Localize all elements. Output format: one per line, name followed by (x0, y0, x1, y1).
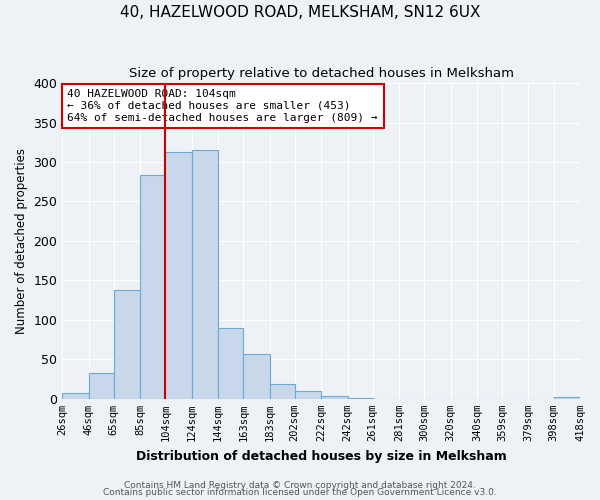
Bar (218, 328, 243, 399)
Bar (140, 176, 166, 399)
Y-axis label: Number of detached properties: Number of detached properties (15, 148, 28, 334)
Title: Size of property relative to detached houses in Melksham: Size of property relative to detached ho… (128, 68, 514, 80)
Bar (269, 384, 295, 399)
Bar (192, 150, 218, 399)
Bar (114, 290, 140, 399)
Text: Contains HM Land Registry data © Crown copyright and database right 2024.: Contains HM Land Registry data © Crown c… (124, 480, 476, 490)
Bar (89, 373, 114, 399)
Bar (295, 391, 321, 399)
X-axis label: Distribution of detached houses by size in Melksham: Distribution of detached houses by size … (136, 450, 506, 462)
Bar (321, 396, 347, 399)
Text: 40, HAZELWOOD ROAD, MELKSHAM, SN12 6UX: 40, HAZELWOOD ROAD, MELKSHAM, SN12 6UX (120, 5, 480, 20)
Bar (166, 152, 192, 399)
Bar (554, 397, 580, 399)
Bar (243, 354, 269, 399)
Text: Contains public sector information licensed under the Open Government Licence v3: Contains public sector information licen… (103, 488, 497, 497)
Text: 40 HAZELWOOD ROAD: 104sqm
← 36% of detached houses are smaller (453)
64% of semi: 40 HAZELWOOD ROAD: 104sqm ← 36% of detac… (67, 90, 378, 122)
Bar (347, 398, 373, 399)
Bar (62, 394, 89, 399)
